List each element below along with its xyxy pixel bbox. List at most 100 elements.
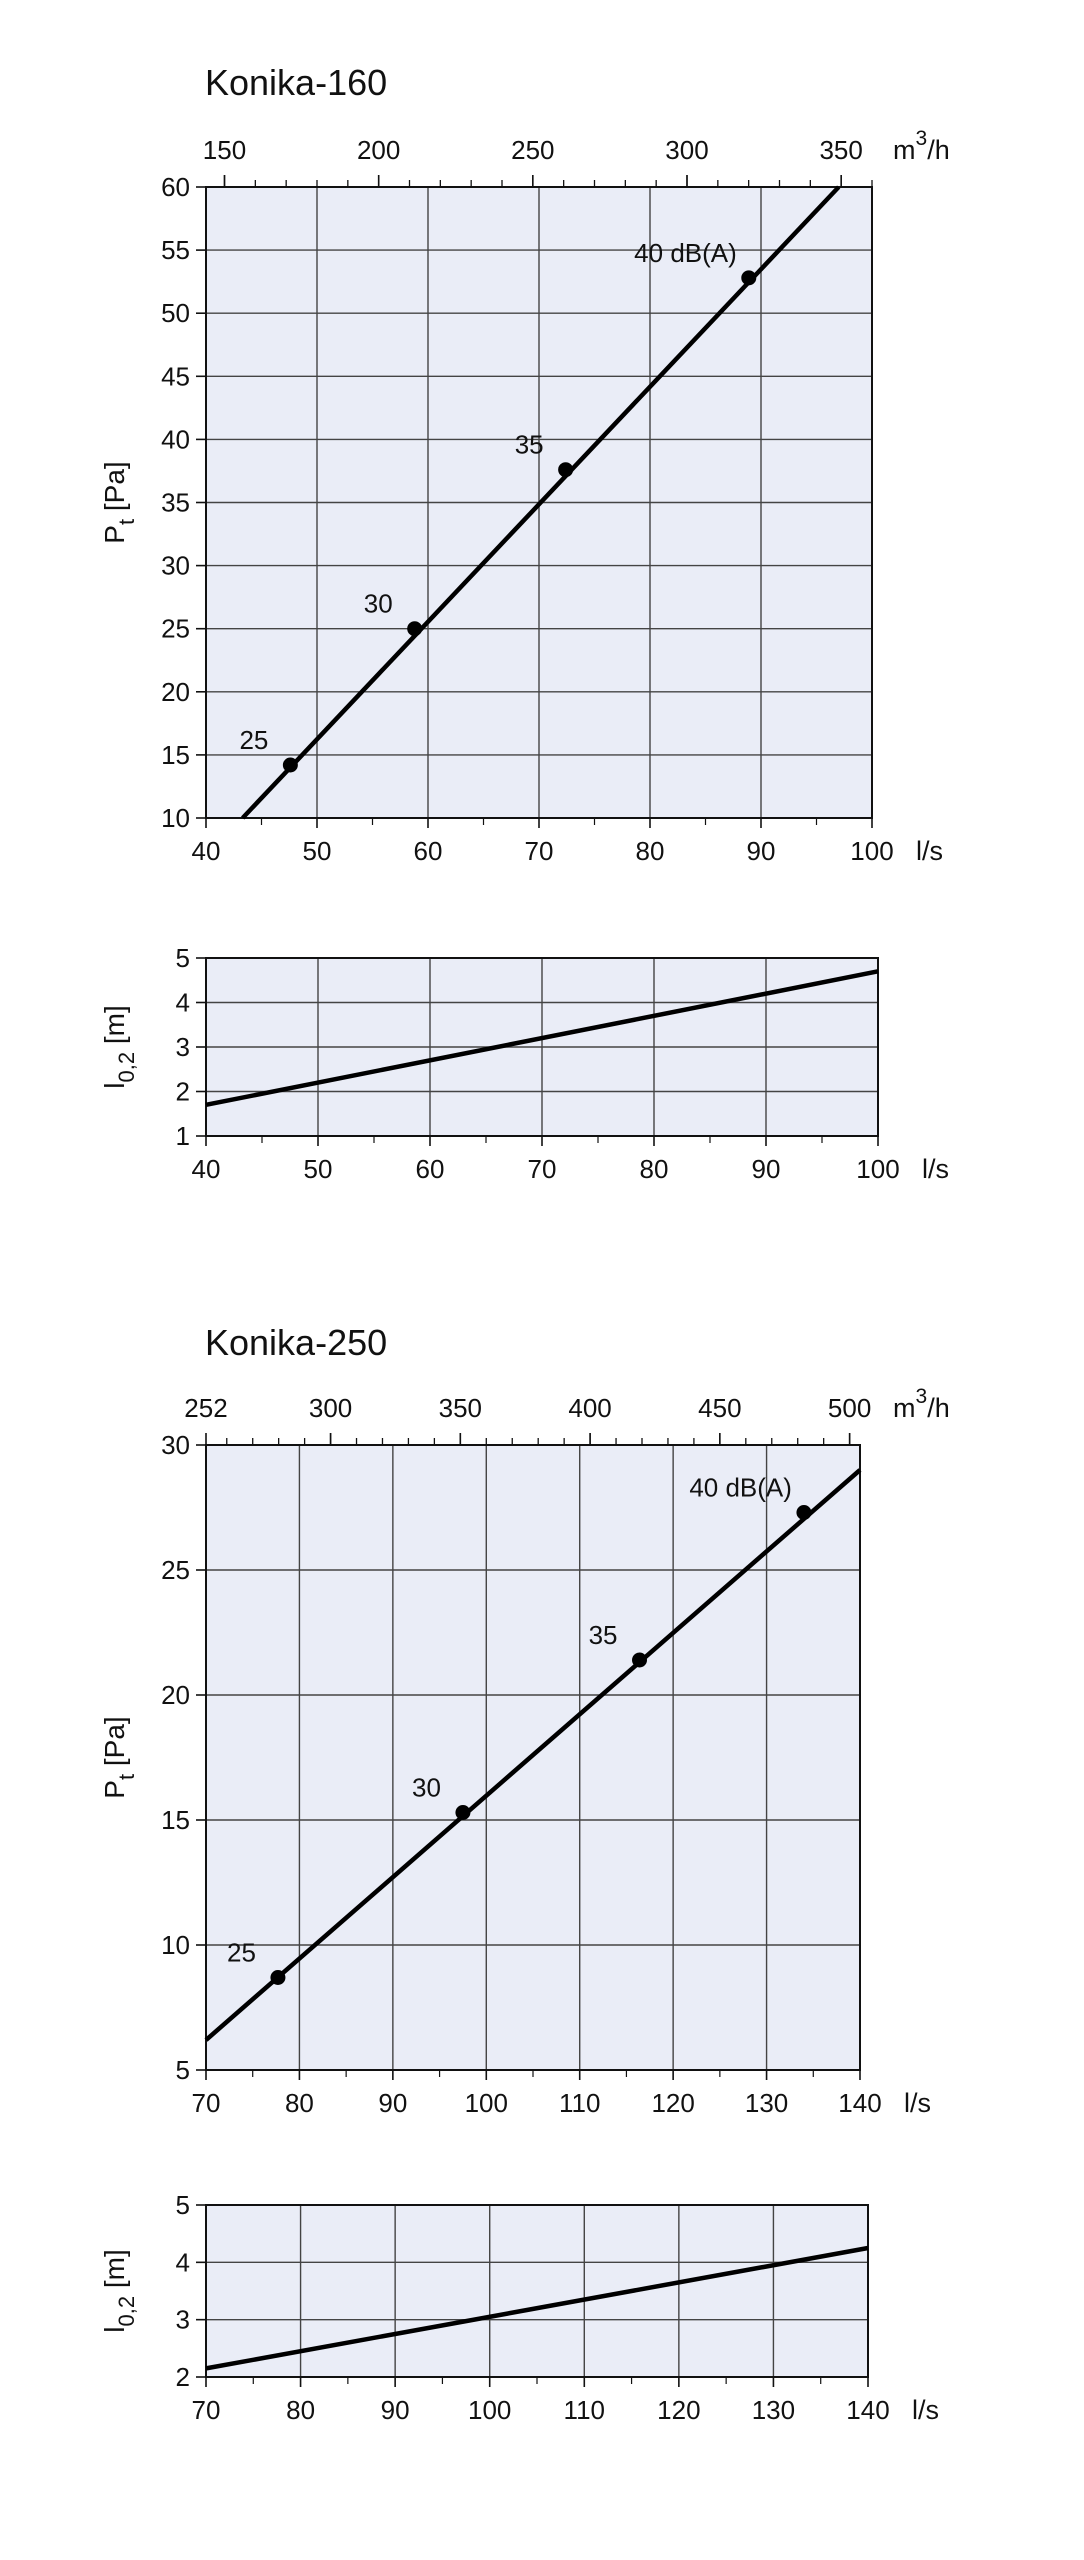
c1-throw-frame	[205, 2204, 869, 2378]
c1-throw-xtick-label-5: 120	[657, 2395, 700, 2425]
c0-pressure-top-axis-label-base: m	[893, 135, 916, 165]
c1-throw-xtick-label-6: 130	[752, 2395, 795, 2425]
chart-title-konika-250: Konika-250	[205, 1322, 388, 1363]
c1-pressure-xtick-label-1: 80	[285, 2088, 314, 2118]
c0-pressure-top-axis-label-tail: /h	[927, 135, 950, 165]
c1-pressure-noise-point-2	[632, 1652, 648, 1668]
c0-pressure-ytick-label-3: 25	[161, 614, 190, 644]
c1-throw-ytick-label-3: 5	[176, 2190, 190, 2220]
c0-pressure-series-line-0	[240, 185, 841, 820]
c1-pressure-top-tick-label-0: 252	[184, 1393, 227, 1423]
c1-throw-xtick-label-1: 80	[286, 2395, 315, 2425]
c1-pressure-series-line-0	[204, 1468, 862, 2042]
c1-pressure-ytick-label-0: 5	[176, 2055, 190, 2085]
c0-pressure-xtick-label-0: 40	[192, 836, 221, 866]
c1-pressure-xtick-label-4: 110	[559, 2088, 600, 2118]
c1-pressure-top-tick-label-5: 500	[828, 1393, 871, 1423]
c0-pressure-noise-point-1	[407, 621, 423, 637]
c1-throw-xtick-label-4: 110	[564, 2395, 605, 2425]
c1-pressure-ytick-label-2: 15	[161, 1805, 190, 1835]
c0-pressure-ytick-label-8: 50	[161, 298, 190, 328]
c0-throw-xtick-label-3: 70	[528, 1154, 557, 1184]
c1-throw-y-axis-label: l0,2 [m]	[99, 2249, 139, 2333]
c0-pressure-ytick-label-0: 10	[161, 803, 190, 833]
c0-pressure-y-axis-label-main: P	[99, 525, 130, 544]
c1-pressure-top-tick-label-4: 450	[698, 1393, 741, 1423]
c1-pressure-top-tick-label-3: 400	[568, 1393, 611, 1423]
c0-pressure-xtick-label-3: 70	[525, 836, 554, 866]
c0-throw-xtick-label-0: 40	[192, 1154, 221, 1184]
c1-pressure-y-axis-label-unit: [Pa]	[99, 1716, 130, 1774]
c0-pressure-xtick-label-4: 80	[636, 836, 665, 866]
c0-throw-xtick-label-5: 90	[752, 1154, 781, 1184]
c1-pressure-top-axis-label-base: m	[893, 1393, 916, 1423]
c0-pressure-ytick-label-4: 30	[161, 551, 190, 581]
c0-pressure-ytick-label-7: 45	[161, 361, 190, 391]
c0-pressure-top-tick-label-0: 150	[203, 135, 246, 165]
chart-title-konika-160: Konika-160	[205, 62, 388, 103]
c1-pressure-noise-point-3	[796, 1505, 812, 1520]
c1-throw-ytick-label-1: 3	[176, 2305, 190, 2335]
c0-throw-xtick-label-2: 60	[416, 1154, 445, 1184]
c1-pressure-x-axis-label: l/s	[904, 2088, 931, 2118]
c0-throw-frame	[205, 957, 879, 1137]
c0-throw-ytick-label-3: 4	[176, 988, 190, 1018]
c1-pressure-ytick-label-1: 10	[161, 1930, 190, 1960]
c0-pressure-y-axis-label-unit: [Pa]	[99, 461, 130, 519]
c0-pressure-ytick-label-9: 55	[161, 235, 190, 265]
c0-pressure-noise-label-2: 35	[515, 430, 544, 460]
c1-pressure-xtick-label-5: 120	[651, 2088, 694, 2118]
c1-pressure-noise-point-0	[270, 1970, 286, 1985]
c0-throw-ytick-label-4: 5	[176, 943, 190, 973]
c0-throw-panel: 40 50 60 70 80 90 100 1 2 3 4 5 l/s l0,2 [m]	[99, 943, 949, 1184]
c0-pressure-top-axis-label-sup: 3	[916, 127, 928, 150]
c1-pressure-xtick-label-3: 100	[465, 2088, 508, 2118]
c0-pressure-ytick-label-1: 15	[161, 740, 190, 770]
c0-throw-xtick-label-4: 80	[640, 1154, 669, 1184]
c1-pressure-ytick-label-5: 30	[161, 1430, 190, 1460]
c0-pressure-ytick-label-6: 40	[161, 424, 190, 454]
c0-pressure-top-tick-label-1: 200	[357, 135, 400, 165]
c0-pressure-panel: 40 50 60 70 80 90 100 10 15 20 25 30 35 40 45 50 55 60 l/s…	[99, 127, 950, 866]
c0-pressure-top-tick-label-4: 350	[819, 135, 862, 165]
c1-pressure-xtick-label-2: 90	[378, 2088, 407, 2118]
c1-throw-xtick-label-3: 100	[468, 2395, 511, 2425]
c0-throw-y-axis-label-main: l	[99, 1083, 130, 1089]
c1-pressure-xtick-label-7: 140	[838, 2088, 881, 2118]
c1-pressure-ytick-label-4: 25	[161, 1555, 190, 1585]
c1-pressure-xtick-label-6: 130	[745, 2088, 788, 2118]
c0-pressure-y-axis-label-sub: t	[114, 519, 139, 525]
c0-pressure-xtick-label-2: 60	[414, 836, 443, 866]
c1-pressure-ytick-label-3: 20	[161, 1680, 190, 1710]
c1-pressure-top-tick-label-2: 350	[439, 1393, 482, 1423]
c1-pressure-y-axis-label-main: P	[99, 1780, 130, 1799]
c1-pressure-top-axis-label: m3/h	[893, 1385, 950, 1423]
c1-throw-x-axis-label: l/s	[912, 2395, 939, 2425]
c0-pressure-y-axis-label: Pt [Pa]	[99, 461, 139, 543]
c1-pressure-top-axis-label-tail: /h	[927, 1393, 950, 1423]
c0-throw-y-axis-label: l0,2 [m]	[99, 1005, 139, 1089]
c1-pressure-noise-label-1: 30	[412, 1773, 441, 1803]
c1-pressure-y-axis-label: Pt [Pa]	[99, 1716, 139, 1798]
c1-throw-xtick-label-2: 90	[381, 2395, 410, 2425]
c1-pressure-noise-label-2: 35	[589, 1620, 618, 1650]
c1-throw-panel: 70 80 90 100 110 120 130 140 2 3 4 5 l/s l0,2 [m]	[99, 2190, 939, 2425]
c0-pressure-top-axis-label: m3/h	[893, 127, 950, 165]
c1-pressure-noise-label-3: 40 dB(A)	[689, 1473, 792, 1503]
c0-pressure-x-axis-label: l/s	[916, 836, 943, 866]
c0-throw-xtick-label-6: 100	[856, 1154, 899, 1184]
c0-throw-y-axis-label-unit: [m]	[99, 1005, 130, 1052]
c0-pressure-top-tick-label-2: 250	[511, 135, 554, 165]
c1-throw-series-line-0	[205, 2245, 869, 2371]
c1-pressure-top-tick-label-1: 300	[309, 1393, 352, 1423]
c0-pressure-ytick-label-5: 35	[161, 488, 190, 518]
c0-throw-y-axis-label-sub: 0,2	[114, 1052, 139, 1083]
c0-throw-xtick-label-1: 50	[304, 1154, 333, 1184]
c1-pressure-top-axis-label-sup: 3	[916, 1385, 928, 1408]
c1-throw-xtick-label-7: 140	[846, 2395, 889, 2425]
c1-pressure-xtick-label-0: 70	[192, 2088, 221, 2118]
c1-throw-y-axis-label-sub: 0,2	[114, 2296, 139, 2327]
c0-pressure-xtick-label-5: 90	[747, 836, 776, 866]
